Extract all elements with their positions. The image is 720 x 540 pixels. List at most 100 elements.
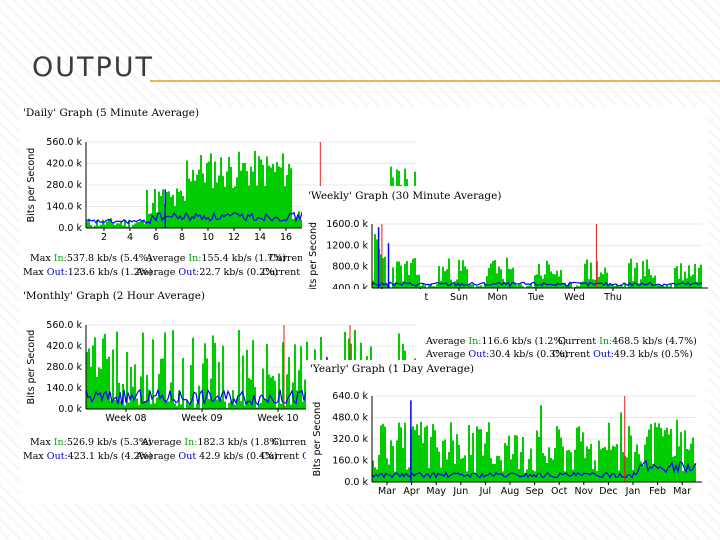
weekly-avg-in: Average In:116.6 kb/s (1.2%): [426, 336, 567, 347]
weekly-in-bar: [404, 263, 406, 288]
yearly-in-bar: [456, 434, 458, 482]
yearly-in-bar: [596, 470, 598, 482]
daily-in-bar: [210, 153, 212, 228]
yearly-in-bar: [432, 424, 434, 482]
monthly-in-bar: [240, 401, 242, 409]
daily-in-bar: [122, 225, 124, 228]
yearly-in-bar: [522, 437, 524, 482]
monthly-in-bar: [162, 358, 164, 409]
weekly-in-bar: [680, 263, 682, 288]
weekly-graph-title: 'Weekly' Graph (30 Minute Average): [308, 190, 502, 202]
monthly-in-bar: [208, 399, 210, 409]
weekly-in-bar: [412, 258, 414, 288]
weekly-in-bar: [416, 275, 418, 288]
monthly-in-bar: [90, 366, 92, 409]
weekly-in-bar: [620, 284, 622, 288]
weekly-in-bar: [578, 286, 580, 288]
yearly-in-bar: [634, 452, 636, 482]
monthly-in-bar: [88, 348, 90, 409]
monthly-in-bar: [98, 367, 100, 409]
daily-in-bar: [278, 166, 280, 228]
daily-xtick-label: 2: [101, 232, 107, 243]
monthly-in-bar: [248, 377, 250, 409]
weekly-in-bar: [516, 285, 518, 288]
yearly-in-bar: [448, 452, 450, 482]
daily-in-bar: [160, 195, 162, 228]
yearly-in-bar: [660, 427, 662, 482]
yearly-in-bar: [630, 435, 632, 482]
weekly-in-bar: [652, 277, 654, 288]
weekly-in-bar: [432, 286, 434, 288]
weekly-in-bar: [392, 267, 394, 288]
weekly-in-bar: [698, 267, 700, 288]
yearly-in-bar: [512, 454, 514, 482]
weekly-in-bar: [428, 284, 430, 288]
yearly-in-bar: [650, 424, 652, 482]
daily-in-bar: [128, 219, 130, 228]
monthly-in-bar: [298, 370, 300, 409]
yearly-in-bar: [662, 436, 664, 482]
weekly-in-bar: [684, 271, 686, 288]
yearly-in-bar: [492, 463, 494, 482]
weekly-cur-in: Current In:468.5 kb/s (4.7%): [558, 336, 697, 347]
weekly-in-bar: [654, 275, 656, 288]
weekly-in-bar: [376, 239, 378, 288]
yearly-in-bar: [426, 425, 428, 482]
daily-in-bar: [92, 226, 94, 228]
weekly-in-bar: [644, 276, 646, 288]
weekly-in-bar: [560, 270, 562, 288]
daily-in-bar: [158, 191, 160, 228]
yearly-in-bar: [640, 461, 642, 482]
yearly-ytick-label: 480.0 k: [332, 413, 368, 424]
monthly-in-bar: [256, 407, 258, 409]
daily-in-bar: [142, 220, 144, 228]
yearly-in-bar: [382, 423, 384, 482]
monthly-in-bar: [258, 403, 260, 409]
daily-in-bar: [132, 224, 134, 228]
daily-in-bar: [166, 192, 168, 228]
yearly-in-bar: [614, 446, 616, 482]
daily-in-bar: [116, 223, 118, 228]
yearly-in-bar: [388, 464, 390, 482]
yearly-in-bar: [564, 471, 566, 482]
weekly-in-bar: [544, 274, 546, 288]
yearly-ytick-label: 160.0 k: [332, 456, 368, 467]
daily-in-bar: [220, 157, 222, 228]
weekly-in-bar: [584, 263, 586, 288]
monthly-in-bar: [104, 333, 106, 409]
monthly-in-bar: [166, 401, 168, 409]
weekly-in-bar: [530, 283, 532, 288]
daily-in-bar: [290, 168, 292, 228]
weekly-ytick-label: 1600.0 k: [326, 219, 368, 230]
yearly-in-bar: [386, 458, 388, 482]
yearly-in-bar: [420, 421, 422, 482]
weekly-in-bar: [448, 258, 450, 288]
monthly-cur-out: Current O: [261, 451, 310, 462]
weekly-in-bar: [472, 284, 474, 288]
yearly-xtick-label: Nov: [575, 486, 594, 497]
yearly-in-bar: [610, 449, 612, 482]
daily-in-bar: [262, 164, 264, 228]
monthly-in-bar: [230, 401, 232, 409]
yearly-in-bar: [444, 439, 446, 482]
daily-in-bar: [254, 150, 256, 228]
monthly-in-bar: [232, 390, 234, 409]
daily-in-bar: [190, 181, 192, 228]
yearly-in-bar: [528, 458, 530, 482]
yearly-out-line: [371, 459, 697, 479]
weekly-in-bar: [596, 260, 598, 288]
monthly-avg-in: Average In:182.3 kb/s (1.8%): [142, 437, 283, 448]
monthly-ytick-label: 560.0 k: [46, 320, 82, 331]
daily-in-bar: [256, 185, 258, 228]
weekly-in-bar: [396, 261, 398, 288]
daily-in-bar: [286, 175, 288, 228]
monthly-in-bar: [286, 374, 288, 409]
daily-in-bar: [266, 156, 268, 228]
monthly-in-bar: [252, 340, 254, 409]
yearly-in-bar: [544, 455, 546, 482]
daily-in-bar: [136, 222, 138, 228]
yearly-in-bar: [404, 422, 406, 482]
weekly-in-bar: [662, 285, 664, 288]
monthly-in-bar: [148, 389, 150, 409]
yearly-in-bar: [680, 432, 682, 482]
